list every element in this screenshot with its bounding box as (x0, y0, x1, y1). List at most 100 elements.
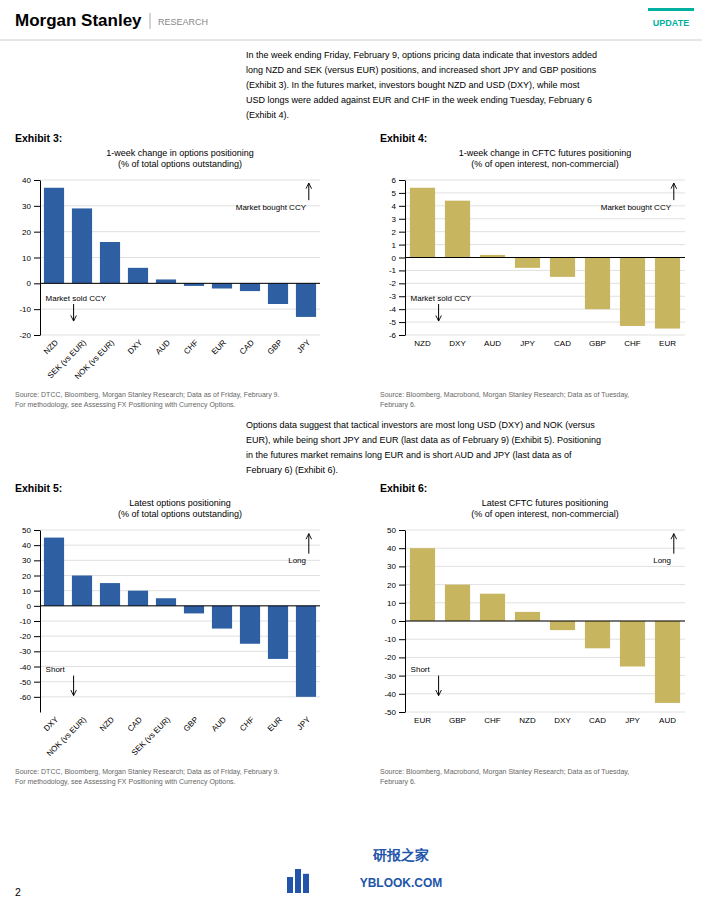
y-tick-label: 20 (387, 581, 396, 590)
paragraph-line: in the futures market remains long EUR a… (246, 450, 572, 460)
y-tick-label: 50 (22, 526, 31, 535)
grid-line (405, 335, 685, 336)
x-tick: EUR (266, 715, 284, 733)
y-tick-mark (34, 206, 40, 207)
y-tick-mark (399, 621, 405, 622)
bar (296, 283, 316, 317)
x-tick: GBP (589, 339, 606, 348)
header-label-bar (648, 8, 694, 11)
x-tick-label: DXY (42, 715, 60, 733)
y-tick-mark (399, 270, 405, 271)
y-tick: 20 (387, 581, 405, 590)
x-tick: JPY (520, 339, 535, 348)
x-tick-label: CAD (554, 339, 571, 348)
y-tick: -10 (384, 635, 405, 644)
y-tick-label: 1 (392, 241, 397, 250)
x-tick: NOK (vs EUR) (73, 338, 116, 381)
header-separator (0, 40, 702, 41)
y-tick: -6 (389, 331, 405, 340)
y-tick-mark (399, 309, 405, 310)
annotations: Market bought CCYMarket sold CCY (46, 183, 309, 321)
bar (128, 268, 148, 284)
y-tick-label: -10 (19, 305, 31, 314)
y-tick-mark (34, 309, 40, 310)
grid-line (405, 530, 685, 531)
annotation-arrow (438, 676, 439, 696)
y-tick-label: 6 (392, 176, 397, 185)
y-tick-mark (399, 219, 405, 220)
bar (268, 283, 288, 304)
y-tick-label: 5 (392, 189, 397, 198)
x-tick-label: AUD (484, 339, 501, 348)
y-tick-mark (399, 603, 405, 604)
watermark-text: 研报之家 (372, 847, 429, 863)
paragraph-line: Options data suggest that tactical inves… (246, 420, 595, 430)
zero-line (405, 621, 685, 622)
watermark-text: YBLOOK.COM (360, 876, 443, 890)
x-tick-label: NZD (42, 338, 60, 356)
y-tick-mark (399, 206, 405, 207)
y-tick-mark (34, 258, 40, 259)
y-tick: 20 (22, 228, 40, 237)
x-tick-label: NOK (vs EUR) (45, 715, 88, 758)
y-tick-label: -40 (19, 663, 31, 672)
x-tick: GBP (266, 338, 284, 356)
chart-title: Exhibit 6: (380, 482, 427, 494)
paragraph-line: (Exhibit 3). In the futures market, inve… (246, 80, 580, 90)
bar (655, 258, 680, 329)
bar (72, 208, 92, 283)
x-tick: DXY (554, 716, 571, 725)
grid-line (40, 605, 320, 606)
grid-line (405, 621, 685, 622)
chart-subtitle: 1-week change in options positioning (106, 148, 254, 158)
annotation-arrow (673, 183, 674, 200)
annotation-arrow (308, 183, 309, 200)
x-tick-label: GBP (589, 339, 606, 348)
y-tick-mark (34, 335, 40, 336)
paragraph: In the week ending Friday, February 9, o… (246, 50, 597, 120)
paragraph-line: In the week ending Friday, February 9, o… (246, 50, 597, 60)
grid-line (40, 681, 320, 682)
bar (240, 606, 260, 644)
y-tick-mark (34, 530, 40, 531)
grid-line (40, 309, 320, 310)
x-tick: AUD (659, 716, 676, 725)
y-tick-label: 50 (387, 526, 396, 535)
y-axis-line (40, 531, 41, 713)
x-tick-label: NOK (vs EUR) (73, 338, 116, 381)
grid-line (40, 545, 320, 546)
x-tick-label: CAD (238, 338, 256, 356)
y-tick: 30 (22, 202, 40, 211)
x-tick: CAD (589, 716, 606, 725)
x-tick: CHF (624, 339, 641, 348)
y-tick-mark (399, 566, 405, 567)
x-tick-label: JPY (520, 339, 535, 348)
bar (268, 606, 288, 659)
paragraph-line: February 6) (Exhibit 6). (246, 465, 338, 475)
paragraph-line: EUR), while being short JPY and EUR (las… (246, 435, 601, 445)
grid-line (40, 666, 320, 667)
grid-line (405, 257, 685, 258)
y-tick: -4 (389, 305, 405, 314)
y-tick-label: -1 (389, 266, 397, 275)
bars (410, 188, 680, 329)
y-tick: 10 (22, 587, 40, 596)
bar (480, 594, 505, 621)
chart: Exhibit 3:1-week change in options posit… (15, 132, 320, 409)
y-tick-mark (399, 296, 405, 297)
watermark-icon (287, 877, 293, 893)
y-tick-mark (399, 585, 405, 586)
chart: Exhibit 4:1-week change in CFTC futures … (380, 132, 685, 409)
bar (100, 583, 120, 606)
y-tick-mark (34, 591, 40, 592)
bar (100, 242, 120, 283)
y-tick-label: -60 (19, 693, 31, 702)
chart-subtitle: (% of total options outstanding) (118, 509, 242, 519)
y-tick: 1 (392, 241, 405, 250)
x-tick: DXY (126, 338, 144, 356)
y-tick-label: -6 (389, 331, 397, 340)
y-tick: 30 (387, 562, 405, 571)
y-tick: 3 (392, 215, 405, 224)
y-tick-mark (399, 283, 405, 284)
y-tick-label: 30 (387, 562, 396, 571)
